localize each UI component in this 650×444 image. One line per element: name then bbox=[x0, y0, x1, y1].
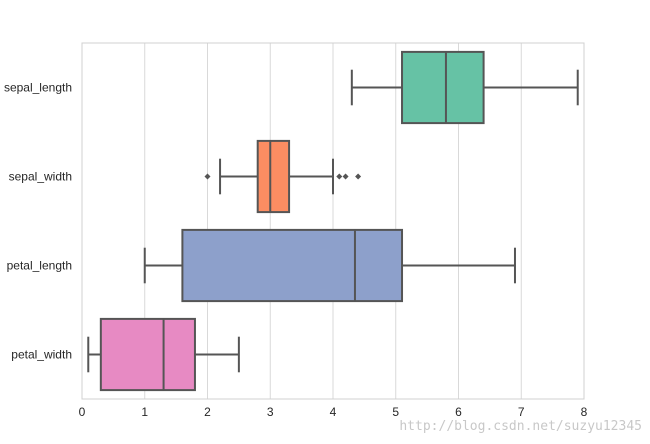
outlier-point bbox=[204, 173, 211, 180]
box-sepal-width bbox=[204, 139, 362, 214]
x-tick-labels: 0 1 2 3 4 5 6 7 8 bbox=[79, 405, 588, 419]
outlier-point bbox=[336, 173, 343, 180]
x-tick-label: 4 bbox=[330, 405, 337, 419]
x-tick-label: 8 bbox=[581, 405, 588, 419]
plot-frame bbox=[81, 42, 585, 400]
y-tick-label: sepal_length bbox=[4, 81, 72, 95]
outlier-point bbox=[355, 173, 362, 180]
box-rect bbox=[401, 50, 485, 125]
x-tick-label: 6 bbox=[455, 405, 462, 419]
watermark-text: http://blog.csdn.net/suzyu12345 bbox=[399, 419, 642, 434]
y-tick-label: petal_length bbox=[7, 259, 72, 273]
y-tick-label: petal_width bbox=[11, 348, 72, 362]
box-rect bbox=[181, 228, 404, 303]
x-tick-label: 3 bbox=[267, 405, 274, 419]
x-tick-label: 1 bbox=[141, 405, 148, 419]
box-rect bbox=[256, 139, 291, 214]
y-tick-label: sepal_width bbox=[9, 170, 72, 184]
x-tick-label: 0 bbox=[79, 405, 86, 419]
x-tick-label: 5 bbox=[392, 405, 399, 419]
outlier-point bbox=[342, 173, 349, 180]
box-petal-width bbox=[87, 317, 240, 392]
box-sepal-length bbox=[350, 50, 579, 125]
box-rect bbox=[99, 317, 196, 392]
box-group bbox=[87, 50, 579, 392]
y-tick-labels: sepal_length sepal_width petal_lengthpetal… bbox=[4, 81, 72, 362]
box-petal-length bbox=[143, 228, 516, 303]
x-tick-label: 2 bbox=[204, 405, 211, 419]
x-tick-label: 7 bbox=[518, 405, 525, 419]
